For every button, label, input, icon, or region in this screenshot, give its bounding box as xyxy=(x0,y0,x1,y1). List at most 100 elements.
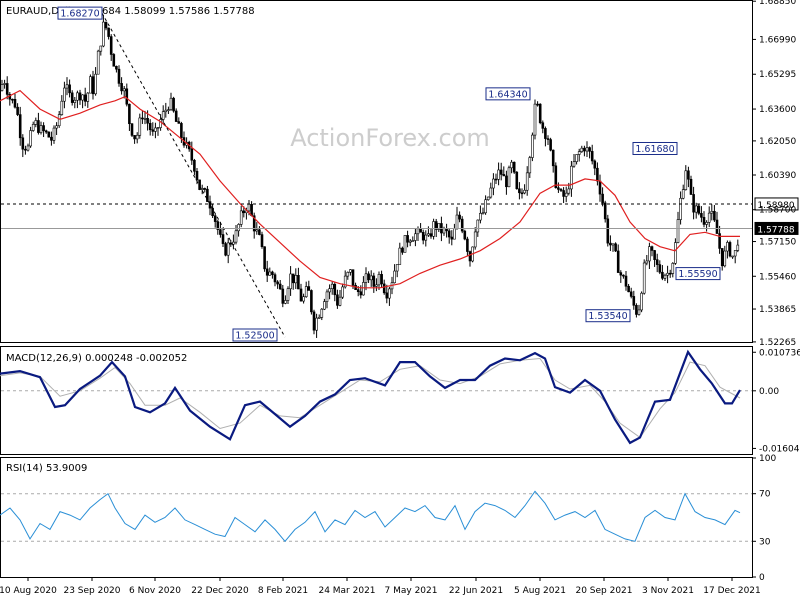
candle-body xyxy=(193,159,196,172)
candle-body xyxy=(679,197,682,220)
price-axis-tick-label: 1.63600 xyxy=(759,105,796,115)
candle-body xyxy=(492,178,495,189)
candle-body xyxy=(655,259,659,265)
candle-body xyxy=(635,305,638,315)
candle-body xyxy=(447,230,451,238)
candle-body xyxy=(146,118,149,124)
candle-body xyxy=(554,165,558,189)
candle-body xyxy=(117,68,121,84)
macd-axis-tick-label: -0.016046 xyxy=(759,444,800,454)
level-label: 1.57788 xyxy=(757,225,794,235)
candle-body xyxy=(583,147,586,152)
candle-body xyxy=(619,272,623,276)
price-annotation-box xyxy=(232,328,278,342)
price-annotation-box xyxy=(485,87,531,101)
candle-body xyxy=(328,288,331,293)
candle-body xyxy=(424,234,428,241)
candle-body xyxy=(73,99,77,103)
candle-body xyxy=(590,151,594,162)
candle-body xyxy=(21,137,25,150)
candle-body xyxy=(18,114,22,139)
candle-body xyxy=(159,119,162,128)
rsi-panel-frame xyxy=(0,457,753,578)
candle-body xyxy=(102,21,105,47)
candle-body xyxy=(278,283,282,290)
candle-body xyxy=(502,174,506,177)
candle-body xyxy=(671,263,675,274)
candle-body xyxy=(172,97,175,112)
candle-body xyxy=(414,233,417,241)
candle-body xyxy=(299,288,303,302)
rsi-axis-tick-label: 30 xyxy=(759,537,771,547)
candle-body xyxy=(260,234,264,247)
level-label-box xyxy=(754,221,799,235)
candle-body xyxy=(180,123,183,138)
candle-body xyxy=(320,308,324,318)
x-axis-label: 8 Feb 2021 xyxy=(258,586,308,596)
candle-body xyxy=(489,187,493,198)
candle-body xyxy=(211,207,214,217)
candle-body xyxy=(453,228,456,240)
candle-body xyxy=(229,242,233,245)
price-axis-tick-label: 1.52265 xyxy=(759,338,796,348)
candle-body xyxy=(83,94,87,102)
price-axis-tick-label: 1.60390 xyxy=(759,171,796,181)
candle-body xyxy=(720,248,724,267)
candle-body xyxy=(286,288,290,301)
candle-body xyxy=(138,117,142,136)
candle-body xyxy=(601,193,604,204)
candle-body xyxy=(528,157,532,174)
candle-body xyxy=(333,283,337,296)
candle-body xyxy=(393,270,396,284)
candle-body xyxy=(297,275,300,290)
candle-body xyxy=(317,317,321,319)
candle-body xyxy=(570,165,573,190)
candle-body xyxy=(289,273,292,290)
x-axis-label: 22 Dec 2020 xyxy=(191,586,249,596)
price-axis-tick-label: 1.68850 xyxy=(759,0,796,7)
candle-body xyxy=(167,109,170,111)
candle-body xyxy=(458,214,461,220)
candle-body xyxy=(525,172,529,191)
candle-body xyxy=(94,73,97,95)
candle-body xyxy=(434,221,438,230)
candle-body xyxy=(728,242,732,257)
candle-body xyxy=(104,21,108,29)
candle-body xyxy=(125,88,129,105)
candle-body xyxy=(26,145,30,151)
candle-body xyxy=(47,131,51,138)
candle-body xyxy=(494,178,498,181)
candle-body xyxy=(616,250,620,273)
candle-body xyxy=(367,273,370,281)
candle-body xyxy=(68,84,71,94)
x-axis-label: 20 Sep 2021 xyxy=(575,586,632,596)
candle-body xyxy=(388,288,391,299)
macd-axis-tick-label: 0.010736 xyxy=(759,348,800,358)
candle-body xyxy=(687,170,690,180)
candle-body xyxy=(398,247,402,265)
candle-body xyxy=(614,243,617,252)
candle-body xyxy=(674,242,677,264)
candle-body xyxy=(11,98,14,101)
candle-body xyxy=(637,309,641,315)
x-axis-label: 3 Nov 2021 xyxy=(642,586,694,596)
trendline xyxy=(101,12,286,338)
level-label: 1.58980 xyxy=(757,201,794,211)
macd-plot xyxy=(0,349,752,445)
candle-body xyxy=(154,127,157,132)
candle-body xyxy=(505,175,508,188)
candle-body xyxy=(273,274,277,283)
candle-body xyxy=(336,294,339,306)
rsi-axis-tick-label: 0 xyxy=(759,573,765,583)
candle-body xyxy=(364,273,368,283)
candle-body xyxy=(239,210,243,225)
candle-body xyxy=(107,27,110,37)
candle-body xyxy=(629,291,633,297)
candle-body xyxy=(133,135,136,140)
candle-body xyxy=(34,120,38,125)
candle-body xyxy=(195,170,199,181)
candle-body xyxy=(499,169,503,175)
level-label-box xyxy=(754,197,799,211)
candle-body xyxy=(346,271,350,277)
